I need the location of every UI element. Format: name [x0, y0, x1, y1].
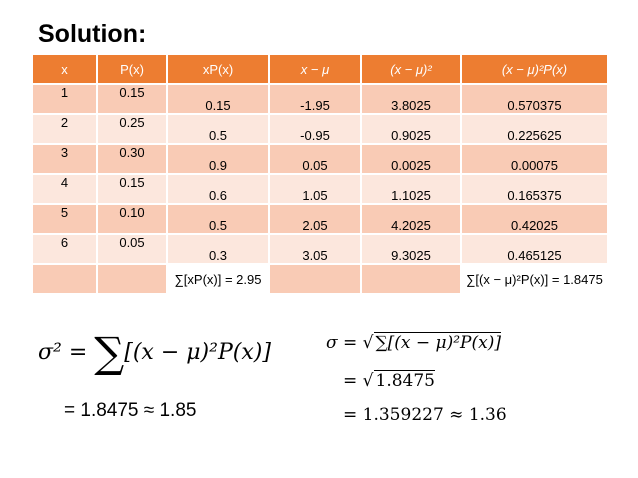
- cell-x: 5: [33, 205, 96, 235]
- cell-x: 3: [33, 145, 96, 175]
- cell-weighted-squared-deviation: 0.225625: [462, 115, 607, 145]
- sum-xpx: ∑[xP(x)] = 2.95: [168, 265, 268, 295]
- cell-x-minus-mu: -1.95: [270, 85, 360, 115]
- sum-row-empty-cell: [270, 265, 360, 295]
- sd-radicand: ∑[(x − μ)²P(x)]: [373, 332, 501, 353]
- cell-xpx: 0.9: [168, 145, 268, 175]
- sd-lhs: σ =: [326, 333, 363, 353]
- header-xpx: xP(x): [168, 55, 268, 85]
- sum-weighted-squared-deviation: ∑[(x − μ)²P(x)] = 1.8475: [462, 265, 607, 295]
- table-row: 4 0.15 0.6 1.05 1.1025 0.165375: [33, 175, 607, 205]
- cell-weighted-squared-deviation: 0.570375: [462, 85, 607, 115]
- cell-px: 0.10: [98, 205, 166, 235]
- cell-weighted-squared-deviation: 0.465125: [462, 235, 607, 265]
- header-x: x: [33, 55, 96, 85]
- cell-px: 0.25: [98, 115, 166, 145]
- sum-row-empty-cell: [33, 265, 96, 295]
- equals-sign: =: [343, 371, 363, 391]
- cell-xpx: 0.5: [168, 115, 268, 145]
- sum-row-empty-cell: [362, 265, 460, 295]
- header-squared-deviation: (x − μ)²: [362, 55, 460, 85]
- table-row: 6 0.05 0.3 3.05 9.3025 0.465125: [33, 235, 607, 265]
- cell-x: 1: [33, 85, 96, 115]
- page-title: Solution:: [38, 20, 147, 48]
- cell-squared-deviation: 1.1025: [362, 175, 460, 205]
- cell-xpx: 0.6: [168, 175, 268, 205]
- cell-xpx: 0.15: [168, 85, 268, 115]
- sd-step-3: = 1.359227 ≈ 1.36: [343, 405, 507, 425]
- cell-x: 4: [33, 175, 96, 205]
- cell-px: 0.05: [98, 235, 166, 265]
- header-weighted-squared-deviation: (x − μ)²P(x): [462, 55, 607, 85]
- cell-x-minus-mu: -0.95: [270, 115, 360, 145]
- variance-rhs: [(x − μ)²P(x)]: [124, 340, 271, 365]
- table-sum-row: ∑[xP(x)] = 2.95 ∑[(x − μ)²P(x)] = 1.8475: [33, 265, 607, 295]
- cell-px: 0.15: [98, 175, 166, 205]
- sqrt-symbol: √: [362, 371, 374, 391]
- variance-formula: σ² = ∑[(x − μ)²P(x)]: [38, 328, 271, 377]
- variance-lhs: σ² =: [38, 340, 95, 365]
- cell-squared-deviation: 0.0025: [362, 145, 460, 175]
- variance-value: = 1.8475 ≈ 1.85: [64, 400, 197, 421]
- cell-x-minus-mu: 2.05: [270, 205, 360, 235]
- table-row: 5 0.10 0.5 2.05 4.2025 0.42025: [33, 205, 607, 235]
- sd-step-2-radicand: 1.8475: [373, 370, 435, 391]
- cell-x-minus-mu: 0.05: [270, 145, 360, 175]
- sqrt-symbol: √: [362, 333, 374, 353]
- cell-px: 0.30: [98, 145, 166, 175]
- table-row: 3 0.30 0.9 0.05 0.0025 0.00075: [33, 145, 607, 175]
- cell-squared-deviation: 4.2025: [362, 205, 460, 235]
- sum-row-empty-cell: [98, 265, 166, 295]
- cell-weighted-squared-deviation: 0.165375: [462, 175, 607, 205]
- cell-weighted-squared-deviation: 0.42025: [462, 205, 607, 235]
- sd-formula: σ = √ ∑[(x − μ)²P(x)]: [326, 332, 501, 353]
- cell-px: 0.15: [98, 85, 166, 115]
- sigma-symbol: ∑: [94, 328, 125, 377]
- cell-x-minus-mu: 3.05: [270, 235, 360, 265]
- cell-squared-deviation: 9.3025: [362, 235, 460, 265]
- cell-xpx: 0.3: [168, 235, 268, 265]
- cell-squared-deviation: 0.9025: [362, 115, 460, 145]
- cell-weighted-squared-deviation: 0.00075: [462, 145, 607, 175]
- sd-step-2: = √ 1.8475: [343, 370, 435, 391]
- cell-squared-deviation: 3.8025: [362, 85, 460, 115]
- cell-xpx: 0.5: [168, 205, 268, 235]
- cell-x: 6: [33, 235, 96, 265]
- table-header-row: x P(x) xP(x) x − μ (x − μ)² (x − μ)²P(x): [33, 55, 607, 85]
- probability-table: x P(x) xP(x) x − μ (x − μ)² (x − μ)²P(x)…: [31, 55, 609, 295]
- table-row: 2 0.25 0.5 -0.95 0.9025 0.225625: [33, 115, 607, 145]
- cell-x-minus-mu: 1.05: [270, 175, 360, 205]
- cell-x: 2: [33, 115, 96, 145]
- header-px: P(x): [98, 55, 166, 85]
- header-x-minus-mu: x − μ: [270, 55, 360, 85]
- table-row: 1 0.15 0.15 -1.95 3.8025 0.570375: [33, 85, 607, 115]
